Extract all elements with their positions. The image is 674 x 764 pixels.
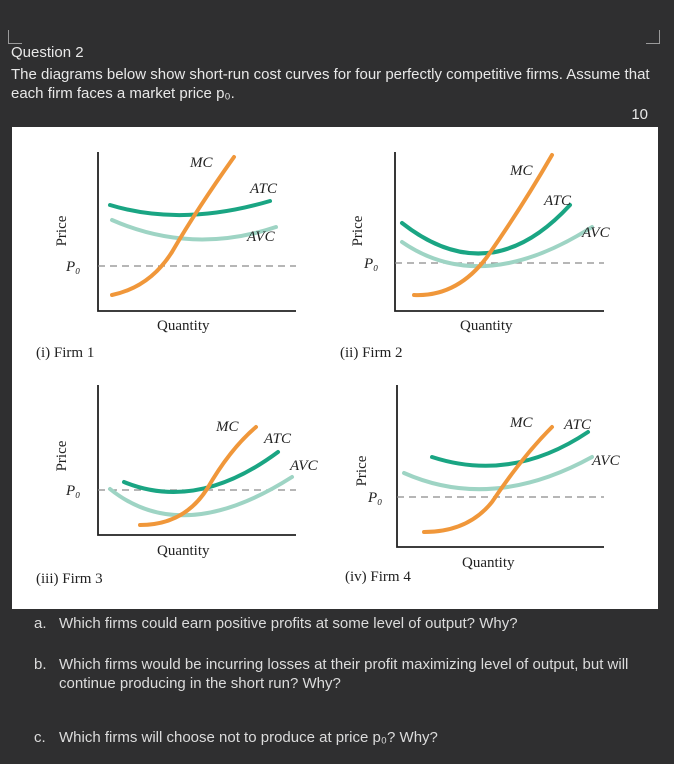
sub-question-a-text: Which firms could earn positive profits … [59,615,518,632]
panel-2-avc-label: AVC [581,225,611,241]
sub-question-b-text: Which firms would be incurring losses at… [59,656,629,692]
panel-2-atc-curve [400,203,572,256]
sub-question-b-letter: b. [34,656,47,673]
panel-2-y-label: Price [350,215,366,246]
panel-4-atc-curve [430,430,590,468]
panel-3-avc-curve [108,475,294,518]
cost-curves-diagram: .ax { stroke: #222; stroke-width: 1.8; f… [36,152,621,587]
panel-4-mc-label: MC [509,415,533,431]
panel-3-atc-label: ATC [263,431,292,447]
panel-1-atc-label: ATC [249,181,278,197]
panel-2-mc-curve [412,153,554,298]
panel-3-axes [97,385,296,536]
question-points: 10 [631,106,648,123]
corner-bracket-left [8,30,22,44]
panel-4-mc-curve [422,425,554,534]
panel-2-price-label: P₀ [363,256,378,272]
panel-3-avc-label: AVC [289,458,319,474]
sub-question-a-letter: a. [34,615,47,632]
panel-4-axes [396,385,604,548]
panel-3-mc-label: MC [215,419,239,435]
panel-1-x-label: Quantity [157,318,210,334]
panel-firm-2: MC ATC AVC P₀ Quantity Price (ii) Firm 2 [340,152,611,361]
panel-3-caption: (iii) Firm 3 [36,571,103,587]
panel-3-x-label: Quantity [157,543,210,559]
panel-4-atc-label: ATC [563,417,592,433]
panel-1-axes [97,152,296,312]
panel-firm-4: MC ATC AVC P₀ Quantity Price (iv) Firm 4 [345,385,621,585]
panel-4-price-label: P₀ [367,490,382,506]
sub-question-c-text: Which firms will choose not to produce a… [59,729,438,746]
panel-3-price-label: P₀ [65,483,80,499]
panel-2-axes [394,152,604,312]
cost-curves-figure: .ax { stroke: #222; stroke-width: 1.8; f… [12,127,658,609]
panel-1-avc-curve [110,218,278,242]
panel-1-avc-label: AVC [246,229,276,245]
panel-4-avc-label: AVC [591,453,621,469]
panel-3-mc-curve [138,425,258,527]
panel-2-caption: (ii) Firm 2 [340,345,403,361]
panel-2-avc-curve [400,225,594,269]
panel-3-atc-curve [122,450,280,494]
panel-4-caption: (iv) Firm 4 [345,569,411,585]
panel-4-x-label: Quantity [462,555,515,571]
panel-2-x-label: Quantity [460,318,513,334]
panel-firm-1: MC ATC AVC P₀ Quantity Price (i) Firm 1 [36,152,296,361]
panel-3-y-label: Price [54,440,70,471]
panel-firm-3: MC ATC AVC P₀ Quantity Price (iii) Firm … [36,385,319,587]
sub-question-c-letter: c. [34,729,46,746]
panel-1-price-label: P₀ [65,259,80,275]
corner-bracket-right [646,30,660,44]
question-title: Question 2 [11,44,84,61]
panel-1-mc-curve [110,155,236,297]
panel-4-avc-curve [402,455,594,492]
panel-1-atc-curve [108,199,272,218]
panel-1-mc-label: MC [189,155,213,171]
panel-2-atc-label: ATC [543,193,572,209]
panel-1-caption: (i) Firm 1 [36,345,94,361]
panel-4-y-label: Price [354,455,370,486]
question-text: The diagrams below show short-run cost c… [11,66,650,102]
panel-1-y-label: Price [54,215,70,246]
panel-2-mc-label: MC [509,163,533,179]
